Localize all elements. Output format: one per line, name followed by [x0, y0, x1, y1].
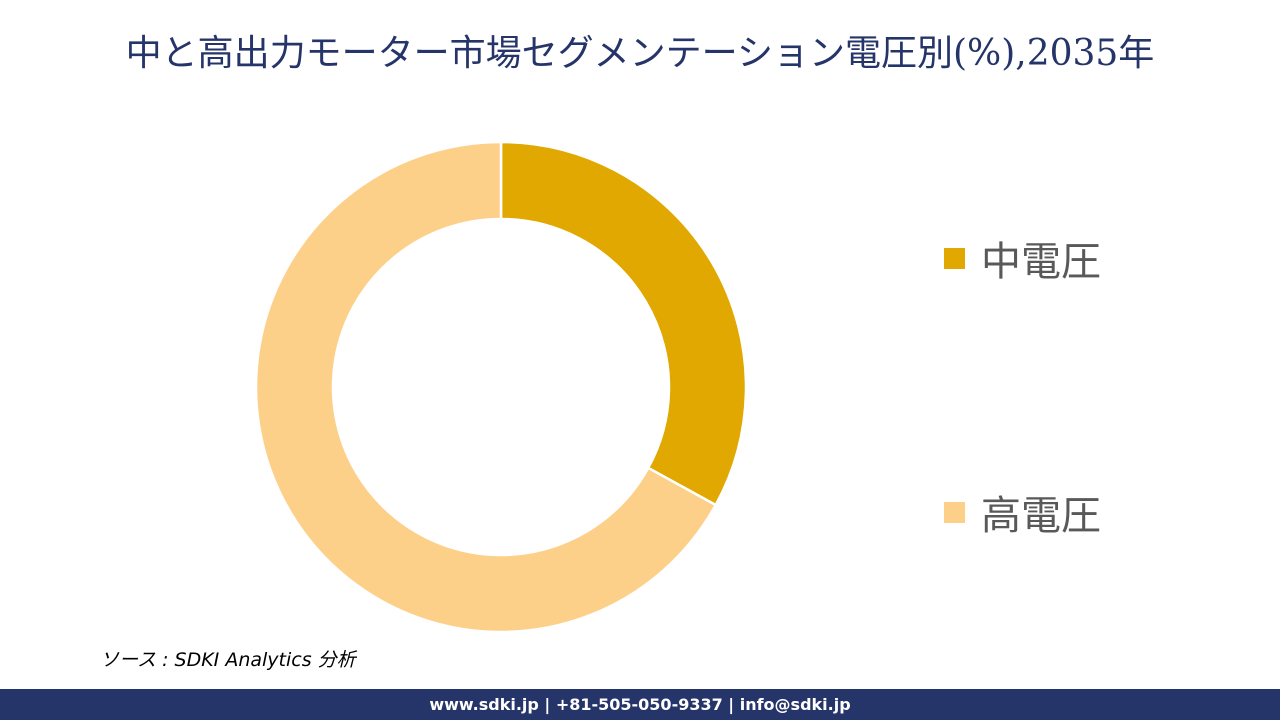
legend-item-high-voltage: 高電圧: [944, 483, 1101, 541]
donut-slice-high-voltage: [254, 140, 718, 634]
legend-swatch-icon: [944, 501, 965, 523]
legend-label: 中電圧: [981, 239, 1101, 285]
chart-title: 中と高出力モーター市場セグメンテーション電圧別(%),2035年: [125, 33, 1155, 74]
donut-slice-medium-voltage: [499, 140, 748, 507]
footer-bar: www.sdki.jp | +81-505-050-9337 | info@sd…: [0, 689, 1280, 720]
source-note: ソース : SDKI Analytics 分析: [100, 649, 356, 671]
legend-item-medium-voltage: 中電圧: [944, 229, 1101, 287]
legend-swatch-icon: [944, 247, 965, 269]
footer-contact: www.sdki.jp | +81-505-050-9337 | info@sd…: [429, 695, 851, 714]
legend-label: 高電圧: [981, 493, 1101, 539]
